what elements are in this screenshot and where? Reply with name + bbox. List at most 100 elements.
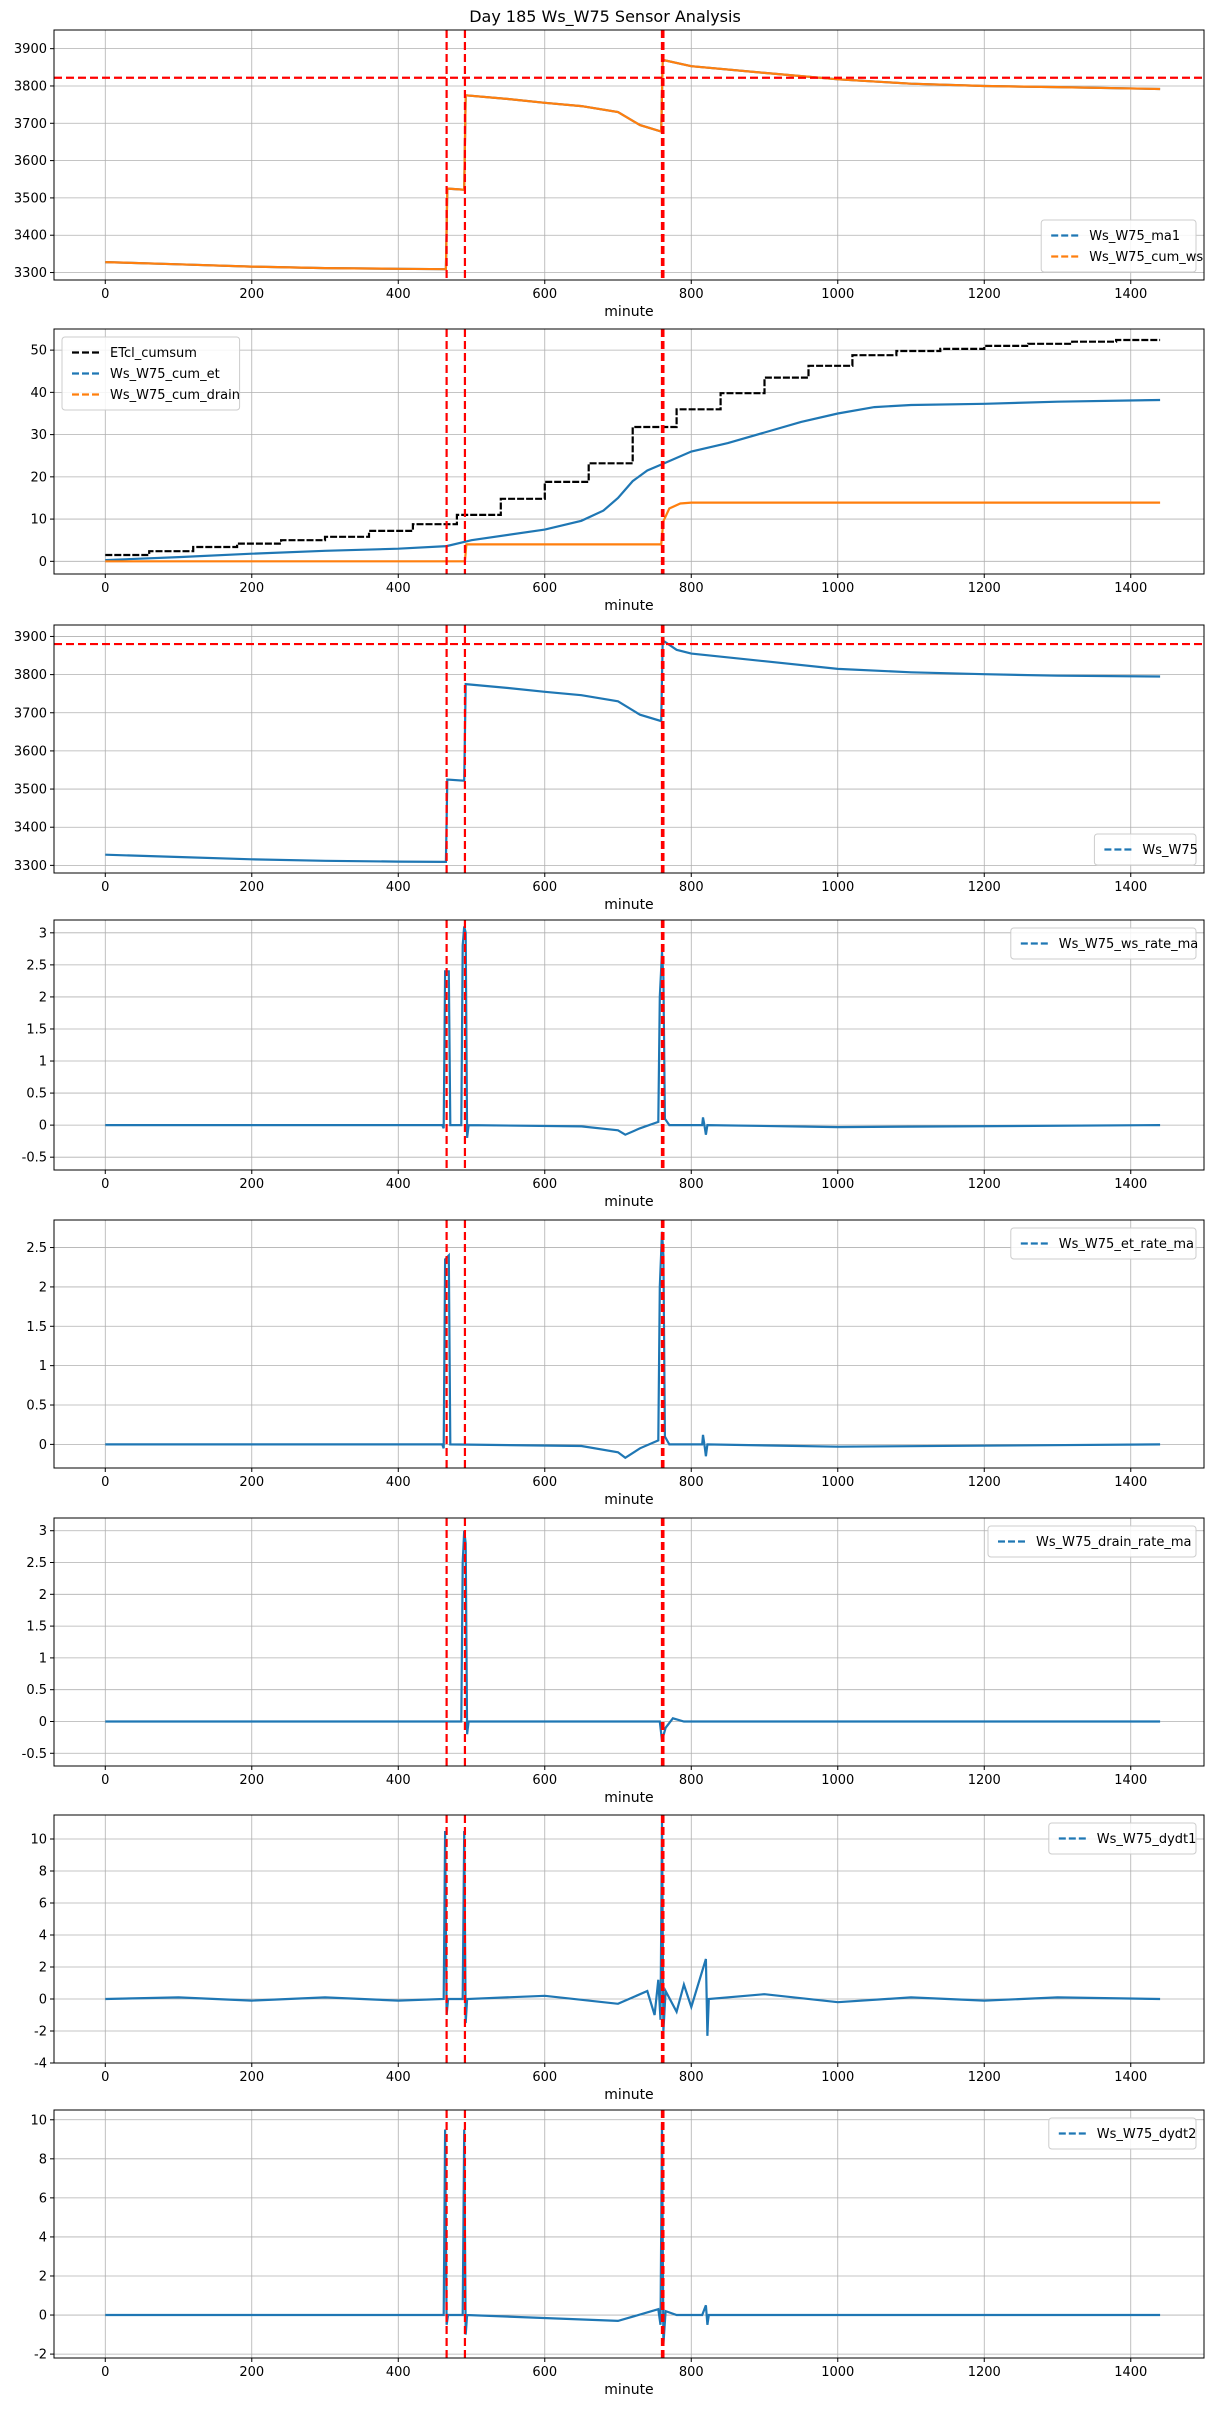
y-tick-label: 0 (39, 1715, 47, 1730)
x-tick-label: 200 (239, 1177, 264, 1192)
y-tick-label: 3 (39, 926, 47, 941)
x-tick-label: 200 (239, 287, 264, 302)
x-tick-label: 800 (679, 581, 704, 596)
x-tick-label: 200 (239, 2365, 264, 2380)
plot-area (105, 920, 1161, 1170)
legend: Ws_W75_ws_rate_ma (1010, 927, 1198, 960)
x-axis-label: minute (604, 897, 653, 913)
axes-frame (53, 2109, 1205, 2359)
y-tick-label: 2 (39, 1280, 47, 1295)
legend-entry: Ws_W75_cum_ws (1089, 250, 1203, 265)
y-tick-label: -0.5 (22, 1747, 47, 1762)
x-tick-label: 800 (679, 2070, 704, 2085)
y-tick-label: 3600 (14, 744, 47, 759)
y-tick-label: 3800 (14, 79, 47, 94)
x-tick-label: 600 (532, 1475, 557, 1490)
x-tick-label: 1200 (968, 2365, 1001, 2380)
x-tick-label: 200 (239, 581, 264, 596)
y-tick-label: 3500 (14, 783, 47, 798)
x-tick-label: 400 (386, 2070, 411, 2085)
legend: ETcl_cumsum Ws_W75_cum_et Ws_W75_cum_drain (61, 336, 241, 411)
axes-frame (53, 1814, 1205, 2064)
y-tick-label: 2 (39, 2269, 47, 2284)
axes-frame (53, 919, 1205, 1171)
x-axis-label: minute (604, 1790, 653, 1806)
y-tick-label: 40 (30, 386, 47, 401)
x-tick-label: 600 (532, 581, 557, 596)
legend-box (1010, 1227, 1197, 1260)
subplot-3: 0 200 400 600 800 1000 1200 1400 3300 3400 3500 360… (14, 624, 1205, 913)
x-tick-label: 0 (101, 287, 109, 302)
y-tick-label: 3600 (14, 154, 47, 169)
x-tick-label: 1000 (821, 1177, 854, 1192)
x-tick-label: 600 (532, 2365, 557, 2380)
y-tick-label: 50 (30, 344, 47, 359)
plot-area (54, 30, 1204, 280)
legend-entry: Ws_W75_cum_et (110, 367, 220, 382)
x-tick-label: 0 (101, 1475, 109, 1490)
x-tick-label: 800 (679, 1475, 704, 1490)
series-line-Ws_W75_dydt2 (105, 2123, 1161, 2345)
y-tick-label: 10 (30, 1833, 47, 1848)
series-line-Ws_W75_cum_et (105, 398, 1161, 562)
legend-entry: ETcl_cumsum (110, 346, 197, 361)
y-tick-label: 3300 (14, 266, 47, 281)
y-tick-label: 3900 (14, 42, 47, 57)
legend: Ws_W75_dydt2 (1048, 2117, 1197, 2150)
y-tick-label: 3900 (14, 630, 47, 645)
x-tick-label: 0 (101, 1773, 109, 1788)
x-tick-label: 0 (101, 2365, 109, 2380)
x-axis-label: minute (604, 304, 653, 320)
y-tick-label: 1.5 (26, 1320, 47, 1335)
x-tick-label: 800 (679, 287, 704, 302)
legend-entry: Ws_W75_et_rate_ma (1059, 1237, 1194, 1252)
axes-frame (53, 1517, 1205, 1767)
legend-box (1040, 219, 1197, 273)
legend: Ws_W75_et_rate_ma (1010, 1227, 1197, 1260)
y-tick-label: 1 (39, 1651, 47, 1666)
x-tick-label: 800 (679, 880, 704, 895)
x-tick-label: 200 (239, 2070, 264, 2085)
legend: Ws_W75_ma1 Ws_W75_cum_ws (1040, 219, 1203, 273)
y-tick-label: 0 (39, 1438, 47, 1453)
subplot-4: 0 200 400 600 800 1000 1200 1400 -0.5 0 0.5 1 1.5 2 2.… (22, 919, 1205, 1210)
legend-entry: Ws_W75_dydt2 (1097, 2127, 1197, 2142)
x-tick-label: 400 (386, 581, 411, 596)
x-tick-label: 0 (101, 581, 109, 596)
series-line-Ws_W75_ws_rate_ma (105, 926, 1161, 1139)
y-tick-label: 2 (39, 1961, 47, 1976)
y-tick-label: 3700 (14, 117, 47, 132)
x-tick-label: 200 (239, 1475, 264, 1490)
series-line-Ws_W75_cum_drain (105, 501, 1161, 563)
x-tick-label: 1200 (968, 287, 1001, 302)
x-tick-label: 600 (532, 880, 557, 895)
x-tick-label: 400 (386, 1177, 411, 1192)
x-tick-label: 1000 (821, 581, 854, 596)
x-axis-label: minute (604, 598, 653, 614)
axes-frame (53, 328, 1205, 575)
figure-title: Day 185 Ws_W75 Sensor Analysis (469, 7, 741, 27)
legend-entry: Ws_W75_ma1 (1089, 229, 1180, 244)
legend: Ws_W75_dydt1 (1048, 1822, 1197, 1855)
x-tick-label: 1400 (1114, 1177, 1147, 1192)
y-tick-label: 8 (39, 1865, 47, 1880)
legend-entry: Ws_W75 (1142, 843, 1198, 858)
y-tick-label: 20 (30, 470, 47, 485)
plot-area (105, 1518, 1161, 1766)
subplot-1: 0 200 400 600 800 1000 1200 1400 3300 3400 3500 360… (14, 29, 1205, 320)
x-tick-label: 1000 (821, 2365, 854, 2380)
series-line-Ws_W75_dydt1 (105, 1822, 1161, 2036)
legend-box (987, 1525, 1197, 1558)
x-tick-label: 600 (532, 287, 557, 302)
plot-area (105, 1815, 1161, 2063)
subplot-6: 0 200 400 600 800 1000 1200 1400 -0.5 0 0.5 1 1.5 2 2.… (22, 1517, 1205, 1806)
x-tick-label: 800 (679, 1773, 704, 1788)
y-tick-label: 30 (30, 428, 47, 443)
x-tick-label: 1000 (821, 287, 854, 302)
y-tick-label: 0 (39, 555, 47, 570)
x-axis-label: minute (604, 1194, 653, 1210)
y-tick-label: -4 (34, 2057, 47, 2072)
legend-box (1010, 927, 1197, 960)
y-tick-label: 3300 (14, 859, 47, 874)
y-tick-label: 2.5 (26, 1556, 47, 1571)
